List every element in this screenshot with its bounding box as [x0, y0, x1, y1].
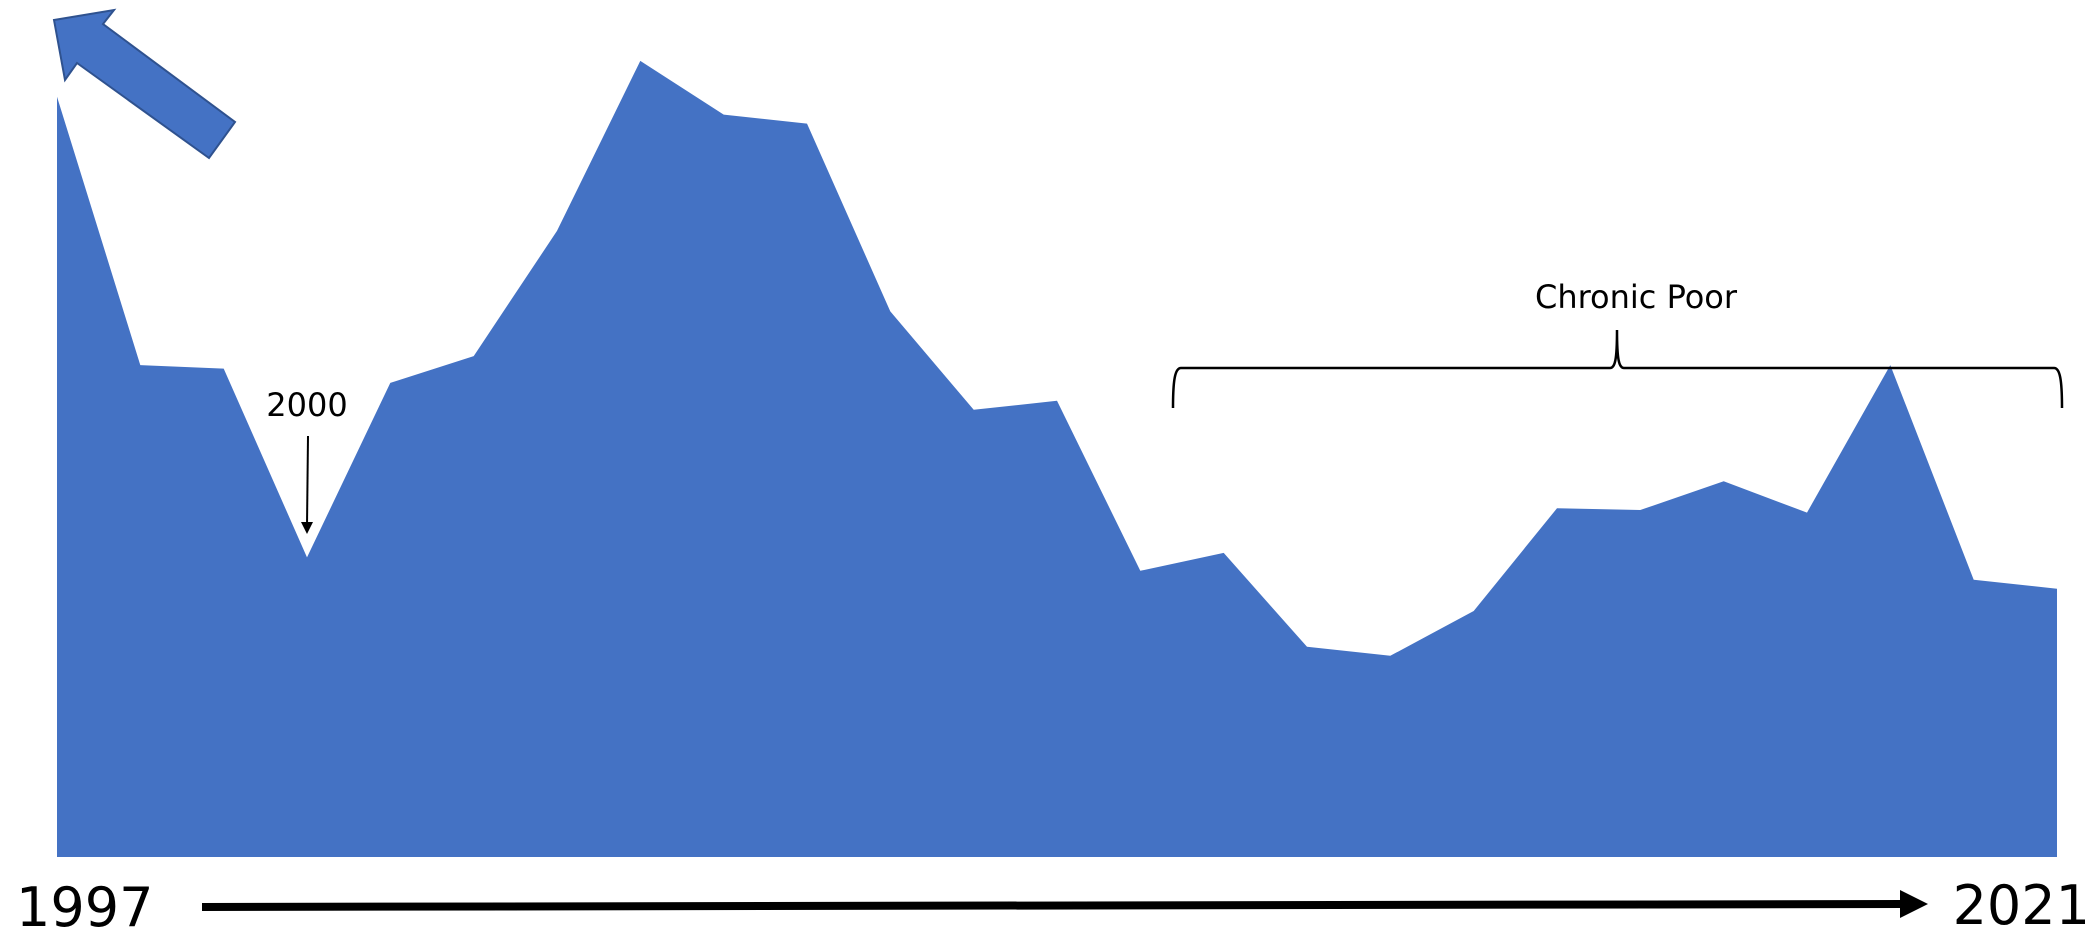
down-arrow-icon [301, 522, 313, 534]
timeline-arrow-head-icon [1900, 890, 1928, 918]
timeline-arrow [201, 900, 1903, 911]
area-series [57, 60, 2057, 857]
point-annotation-arrow [306, 435, 309, 527]
point-annotation-label: 2000 [266, 386, 347, 424]
x-end-label: 2021 [1953, 874, 2090, 933]
range-annotation-label: Chronic Poor [1535, 278, 1738, 316]
up-left-arrow-icon [52, 8, 237, 160]
x-start-label: 1997 [16, 876, 153, 933]
range-bracket [1171, 329, 2064, 409]
